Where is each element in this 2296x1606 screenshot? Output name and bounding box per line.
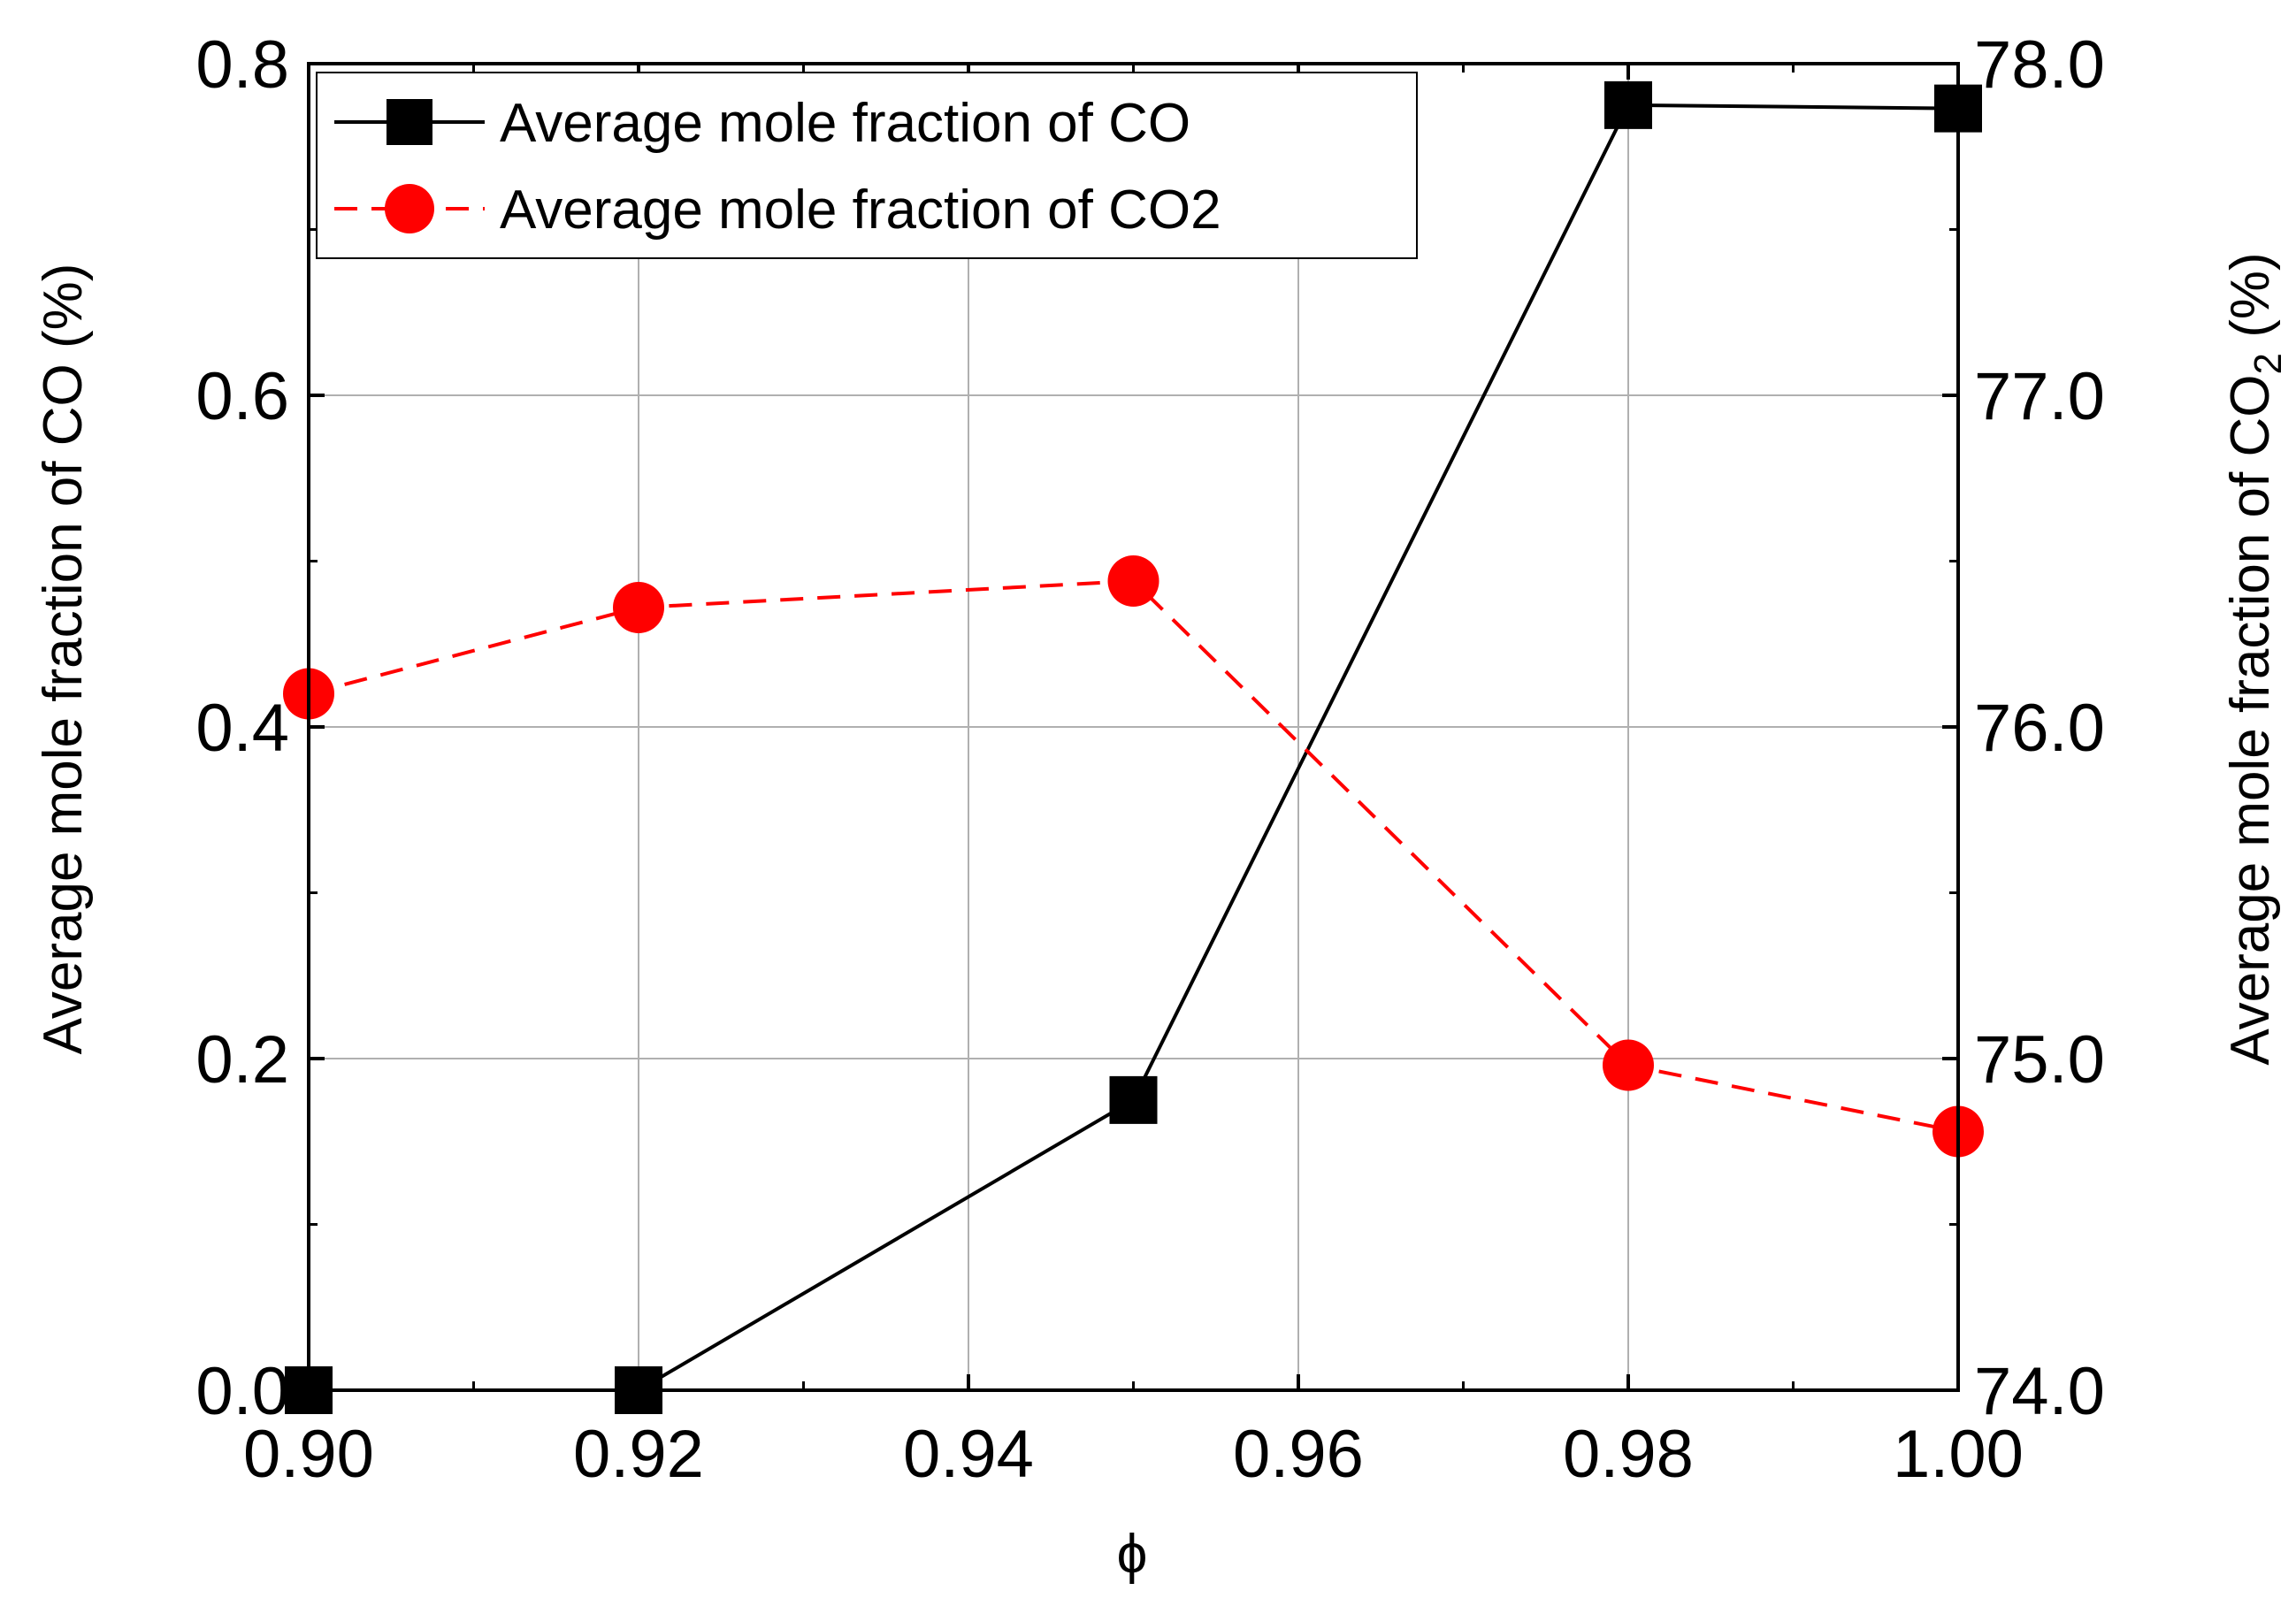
legend-co-label: Average mole fraction of CO <box>500 93 1190 154</box>
x-tick-label: 0.98 <box>1563 1417 1694 1492</box>
y2-axis-title-subscript: 2 <box>2246 353 2290 374</box>
y2-axis-title-main: Average mole fraction of CO <box>2220 375 2281 1066</box>
grid-lines <box>309 64 1958 1390</box>
plot-frame <box>307 62 1960 1392</box>
y-tick-label: 0.0 <box>195 1354 289 1429</box>
x-tick-label: 1.00 <box>1893 1417 2024 1492</box>
y2-axis-title-suffix: (%) <box>2220 252 2281 353</box>
legend: Average mole fraction of CO Average mole… <box>316 72 1418 259</box>
y2-tick-label: 76.0 <box>1974 691 2105 766</box>
x-axis-title: ϕ <box>1117 1524 1148 1585</box>
x-tick-label: 0.96 <box>1233 1417 1364 1492</box>
legend-co2-marker <box>385 184 434 233</box>
y2-tick-label: 77.0 <box>1974 359 2105 434</box>
y2-tick-label: 75.0 <box>1974 1022 2105 1097</box>
legend-co2-label: Average mole fraction of CO2 <box>500 180 1221 241</box>
y-axis-title: Average mole fraction of CO (%) <box>33 264 94 1055</box>
y-tick-label: 0.4 <box>195 691 289 766</box>
co2-data-point <box>613 582 664 633</box>
y-tick-label: 0.8 <box>195 27 289 103</box>
x-tick-label: 0.90 <box>243 1417 374 1492</box>
y-tick-labels: 0.0 0.2 0.4 0.6 0.8 <box>195 27 289 1429</box>
co-data-point <box>1604 80 1652 129</box>
y2-tick-label: 78.0 <box>1974 27 2105 103</box>
series-layer <box>283 80 1984 1414</box>
x-tick-labels: 0.90 0.92 0.94 0.96 0.98 1.00 <box>243 1417 2024 1492</box>
y-tick-label: 0.2 <box>195 1022 289 1097</box>
legend-co-marker <box>386 99 432 145</box>
x-tick-label: 0.92 <box>573 1417 704 1492</box>
plot-area <box>283 62 1984 1414</box>
y2-axis-title: Average mole fraction of CO2 (%) <box>2220 252 2290 1065</box>
y2-tick-labels: 74.0 75.0 76.0 77.0 78.0 <box>1974 27 2105 1429</box>
co2-data-point <box>1603 1039 1654 1091</box>
co-data-point <box>1109 1075 1158 1124</box>
co2-data-point <box>1107 555 1159 607</box>
x-tick-label: 0.94 <box>903 1417 1034 1492</box>
y2-tick-label: 74.0 <box>1974 1354 2105 1429</box>
legend-box <box>316 72 1418 259</box>
y-tick-label: 0.6 <box>195 359 289 434</box>
